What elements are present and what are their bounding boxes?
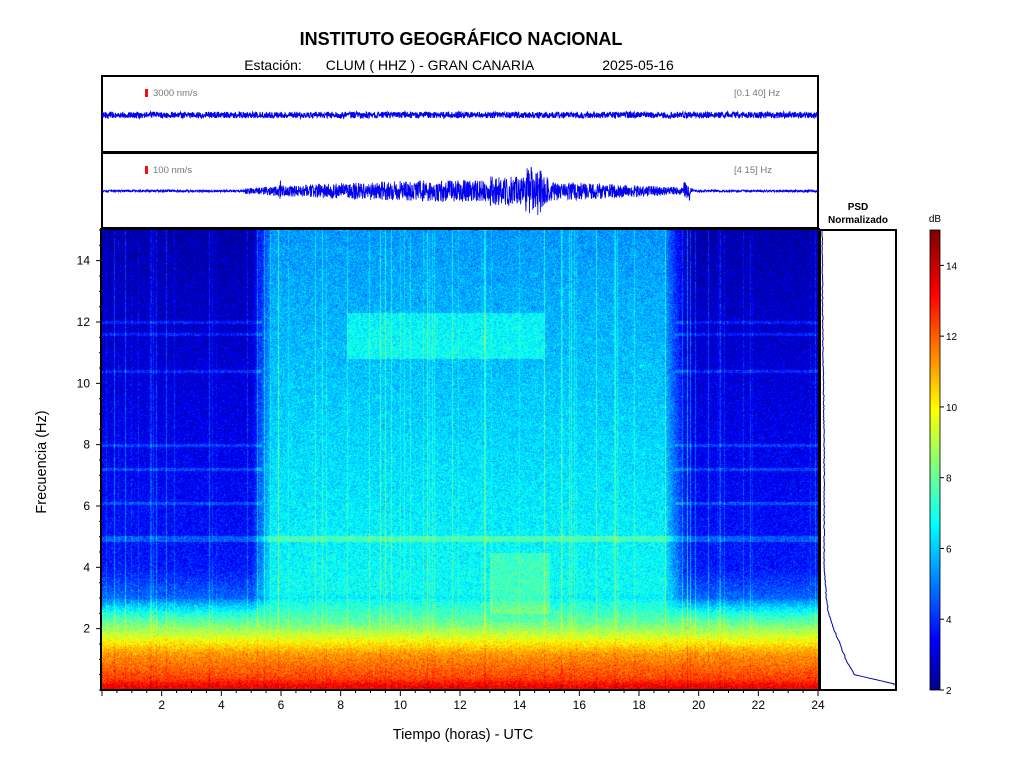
x-tick-label: 22	[752, 698, 766, 712]
colorbar-ticks: 2 4 6 8 10 12 14	[940, 261, 958, 697]
x-tick-label: 18	[632, 698, 646, 712]
psd-subtitle: Normalizado	[828, 215, 888, 226]
y-axis: 2 4 6 8 10 12 14	[77, 229, 102, 691]
x-tick-label: 24	[811, 698, 825, 712]
trace-panel-broadband: 3000 nm/s [0.1 40] Hz	[101, 75, 819, 153]
psd-panel: PSD Normalizado	[819, 202, 897, 691]
psd-curve	[821, 230, 895, 686]
x-tick-label: 10	[394, 698, 408, 712]
scale-marker	[145, 89, 148, 97]
y-tick-label: 6	[83, 499, 90, 513]
spectrogram-image	[102, 230, 818, 690]
colorbar: dB 2 4 6 8 10 12 14	[929, 214, 958, 697]
x-tick-label: 4	[218, 698, 225, 712]
colorbar-tick-label: 12	[946, 332, 958, 343]
station-name: CLUM ( HHZ ) - GRAN CANARIA	[326, 57, 535, 73]
trace-panel-filtered: 100 nm/s [4 15] Hz	[101, 152, 819, 229]
y-tick-label: 10	[77, 376, 91, 390]
colorbar-tick-label: 2	[946, 686, 952, 697]
colorbar-scale	[929, 229, 941, 691]
band-label: [4 15] Hz	[734, 165, 772, 176]
x-tick-label: 16	[573, 698, 587, 712]
x-tick-label: 2	[158, 698, 165, 712]
psd-frame	[819, 229, 897, 691]
colorbar-tick-label: 4	[946, 615, 952, 626]
y-tick-label: 14	[77, 254, 91, 268]
station-prefix: Estación:	[244, 57, 302, 73]
scale-label: 3000 nm/s	[153, 88, 198, 99]
scale-label: 100 nm/s	[153, 165, 192, 176]
y-tick-label: 12	[77, 315, 91, 329]
y-axis-label: Frecuencia (Hz)	[34, 410, 50, 513]
scale-marker	[145, 166, 148, 174]
psd-title: PSD	[848, 202, 869, 213]
colorbar-tick-label: 14	[946, 261, 958, 272]
date-label: 2025-05-16	[602, 57, 674, 73]
x-tick-label: 6	[278, 698, 285, 712]
band-label: [0.1 40] Hz	[734, 88, 780, 99]
colorbar-unit: dB	[929, 214, 942, 225]
y-tick-label: 4	[83, 560, 90, 574]
x-tick-label: 12	[453, 698, 467, 712]
colorbar-tick-label: 8	[946, 474, 952, 485]
x-axis: 2 4 6 8 10 12 14 16 18 20 22 24	[101, 690, 825, 712]
page-title: INSTITUTO GEOGRÁFICO NACIONAL	[300, 28, 623, 49]
colorbar-tick-label: 6	[946, 544, 952, 555]
x-tick-label: 14	[513, 698, 527, 712]
y-tick-label: 8	[83, 438, 90, 452]
x-tick-label: 20	[692, 698, 706, 712]
filtered-trace	[101, 166, 819, 216]
x-axis-label: Tiempo (horas) - UTC	[393, 727, 533, 743]
x-tick-label: 8	[337, 698, 344, 712]
colorbar-tick-label: 10	[946, 403, 958, 414]
y-tick-label: 2	[83, 622, 90, 636]
broadband-trace	[101, 109, 819, 120]
